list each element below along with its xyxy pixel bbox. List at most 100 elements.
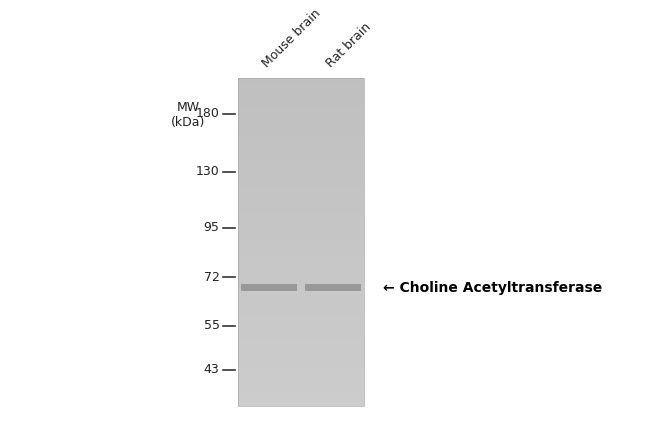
FancyBboxPatch shape xyxy=(239,103,364,104)
FancyBboxPatch shape xyxy=(239,362,364,364)
FancyBboxPatch shape xyxy=(239,163,364,165)
FancyBboxPatch shape xyxy=(239,385,364,387)
FancyBboxPatch shape xyxy=(239,334,364,336)
Text: 55: 55 xyxy=(203,319,220,332)
FancyBboxPatch shape xyxy=(239,140,364,142)
Text: 72: 72 xyxy=(203,271,220,284)
FancyBboxPatch shape xyxy=(239,157,364,158)
FancyBboxPatch shape xyxy=(239,319,364,321)
FancyBboxPatch shape xyxy=(239,132,364,134)
FancyBboxPatch shape xyxy=(239,392,364,393)
FancyBboxPatch shape xyxy=(239,217,364,219)
FancyBboxPatch shape xyxy=(239,308,364,309)
FancyBboxPatch shape xyxy=(239,143,364,145)
FancyBboxPatch shape xyxy=(239,145,364,147)
FancyBboxPatch shape xyxy=(239,244,364,245)
FancyBboxPatch shape xyxy=(239,183,364,184)
FancyBboxPatch shape xyxy=(239,119,364,121)
FancyBboxPatch shape xyxy=(239,189,364,191)
FancyBboxPatch shape xyxy=(239,247,364,249)
FancyBboxPatch shape xyxy=(239,111,364,112)
FancyBboxPatch shape xyxy=(239,301,364,303)
FancyBboxPatch shape xyxy=(239,142,364,143)
FancyBboxPatch shape xyxy=(239,265,364,267)
FancyBboxPatch shape xyxy=(239,124,364,125)
FancyBboxPatch shape xyxy=(239,84,364,86)
FancyBboxPatch shape xyxy=(239,198,364,199)
FancyBboxPatch shape xyxy=(239,222,364,224)
FancyBboxPatch shape xyxy=(239,290,364,291)
Text: MW
(kDa): MW (kDa) xyxy=(171,101,205,129)
FancyBboxPatch shape xyxy=(239,86,364,88)
FancyBboxPatch shape xyxy=(239,306,364,308)
FancyBboxPatch shape xyxy=(239,341,364,342)
FancyBboxPatch shape xyxy=(239,387,364,388)
FancyBboxPatch shape xyxy=(239,227,364,229)
FancyBboxPatch shape xyxy=(239,211,364,213)
FancyBboxPatch shape xyxy=(239,129,364,130)
FancyBboxPatch shape xyxy=(239,208,364,209)
FancyBboxPatch shape xyxy=(239,305,364,306)
FancyBboxPatch shape xyxy=(239,268,364,270)
FancyBboxPatch shape xyxy=(239,158,364,160)
FancyBboxPatch shape xyxy=(239,390,364,392)
FancyBboxPatch shape xyxy=(239,114,364,116)
Text: 43: 43 xyxy=(203,363,220,376)
FancyBboxPatch shape xyxy=(239,375,364,377)
FancyBboxPatch shape xyxy=(239,122,364,124)
FancyBboxPatch shape xyxy=(239,276,364,278)
FancyBboxPatch shape xyxy=(239,229,364,230)
FancyBboxPatch shape xyxy=(239,134,364,135)
Text: 180: 180 xyxy=(196,107,220,120)
FancyBboxPatch shape xyxy=(239,352,364,354)
FancyBboxPatch shape xyxy=(239,213,364,214)
FancyBboxPatch shape xyxy=(239,149,364,150)
FancyBboxPatch shape xyxy=(239,405,364,406)
FancyBboxPatch shape xyxy=(239,281,364,283)
FancyBboxPatch shape xyxy=(239,321,364,322)
FancyBboxPatch shape xyxy=(239,263,364,265)
FancyBboxPatch shape xyxy=(239,383,364,385)
FancyBboxPatch shape xyxy=(239,196,364,198)
FancyBboxPatch shape xyxy=(239,219,364,221)
FancyBboxPatch shape xyxy=(239,364,364,365)
FancyBboxPatch shape xyxy=(239,178,364,180)
FancyBboxPatch shape xyxy=(239,400,364,401)
FancyBboxPatch shape xyxy=(239,224,364,226)
FancyBboxPatch shape xyxy=(239,349,364,351)
FancyBboxPatch shape xyxy=(239,106,364,107)
FancyBboxPatch shape xyxy=(239,272,364,273)
FancyBboxPatch shape xyxy=(239,245,364,247)
FancyBboxPatch shape xyxy=(239,165,364,167)
FancyBboxPatch shape xyxy=(239,254,364,255)
FancyBboxPatch shape xyxy=(239,347,364,349)
FancyBboxPatch shape xyxy=(239,116,364,117)
FancyBboxPatch shape xyxy=(239,324,364,326)
FancyBboxPatch shape xyxy=(239,152,364,153)
FancyBboxPatch shape xyxy=(239,138,364,140)
FancyBboxPatch shape xyxy=(239,180,364,181)
FancyBboxPatch shape xyxy=(239,273,364,275)
FancyBboxPatch shape xyxy=(239,278,364,280)
FancyBboxPatch shape xyxy=(239,83,364,84)
FancyBboxPatch shape xyxy=(239,388,364,390)
FancyBboxPatch shape xyxy=(239,314,364,316)
FancyBboxPatch shape xyxy=(239,309,364,311)
FancyBboxPatch shape xyxy=(239,181,364,183)
FancyBboxPatch shape xyxy=(239,135,364,137)
FancyBboxPatch shape xyxy=(239,255,364,257)
FancyBboxPatch shape xyxy=(239,188,364,189)
FancyBboxPatch shape xyxy=(239,257,364,259)
FancyBboxPatch shape xyxy=(239,300,364,301)
FancyBboxPatch shape xyxy=(239,92,364,94)
FancyBboxPatch shape xyxy=(239,242,364,244)
Text: 130: 130 xyxy=(196,165,220,179)
FancyBboxPatch shape xyxy=(239,199,364,201)
FancyBboxPatch shape xyxy=(239,337,364,339)
FancyBboxPatch shape xyxy=(239,239,364,241)
Text: Mouse brain: Mouse brain xyxy=(260,7,324,70)
FancyBboxPatch shape xyxy=(239,130,364,132)
FancyBboxPatch shape xyxy=(239,168,364,170)
FancyBboxPatch shape xyxy=(239,313,364,314)
Text: ← Choline Acetyltransferase: ← Choline Acetyltransferase xyxy=(383,281,602,295)
